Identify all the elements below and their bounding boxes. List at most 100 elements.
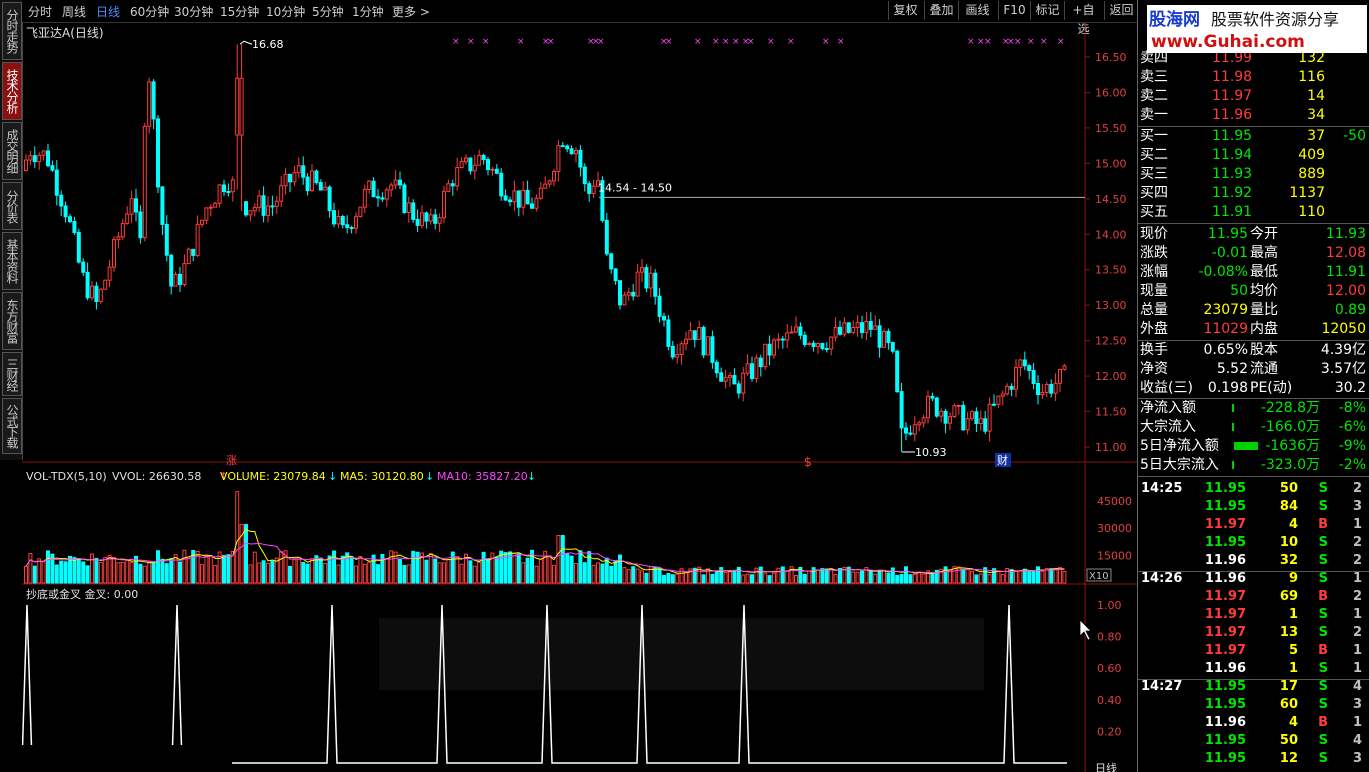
fund-label: 换手 — [1140, 342, 1168, 358]
period-9[interactable]: 更多 > — [392, 5, 430, 19]
bid-price: 11.94 — [1212, 147, 1253, 163]
tab-1[interactable]: 技术分析 — [2, 62, 22, 120]
fund-value: 5.52 — [1216, 361, 1248, 377]
bid-change: -50 — [1343, 128, 1366, 144]
tick-count: 3 — [1352, 751, 1362, 766]
svg-text:×: × — [452, 37, 460, 47]
ask-label: 卖四 — [1140, 50, 1168, 66]
quote-label-2: 量比 — [1250, 302, 1278, 318]
ask-vol: 34 — [1307, 107, 1325, 123]
tick-row: 11.97 69 B 2 — [1138, 588, 1369, 606]
toolbar-btn-5[interactable]: +自选 — [1064, 1, 1102, 36]
svg-text:×: × — [467, 37, 475, 47]
ask-vol: 116 — [1298, 69, 1325, 85]
quote-label-2: 最高 — [1250, 245, 1278, 261]
low-label: 10.93 — [915, 446, 947, 459]
tick-vol: 4 — [1288, 715, 1298, 730]
vol-ma10: MA10: 35827.20 — [437, 470, 528, 483]
stock-chart[interactable]: 飞亚达A(日线) 16.50 16.00 15.50 15.00 14.50 14.00 13… — [22, 22, 1137, 772]
svg-text:×: × — [722, 37, 730, 47]
toolbar-btn-0[interactable]: 复权 — [888, 1, 922, 20]
tick-side: S — [1318, 697, 1328, 712]
tick-row: 14:26 11.96 9 S 1 — [1138, 570, 1369, 588]
tick-vol: 1 — [1288, 607, 1298, 622]
bid-row: 买四 11.92 1137 — [1138, 184, 1369, 203]
tick-vol: 1 — [1288, 661, 1298, 676]
bottom-period-label: 日线 — [1095, 761, 1117, 772]
flow-value: -1636万 — [1265, 438, 1320, 454]
bid-price: 11.93 — [1212, 166, 1253, 182]
left-tab-bar: 分时走势 技术分析 成交明细 分价表 基本资料 东方财富 三财经 公式下载 — [0, 0, 23, 460]
tick-side: S — [1318, 625, 1328, 640]
high-label: 16.68 — [252, 38, 284, 51]
svg-text:×: × — [1002, 37, 1010, 47]
tick-side: S — [1318, 661, 1328, 676]
tab-3[interactable]: 分价表 — [2, 182, 22, 230]
tab-2[interactable]: 成交明细 — [2, 122, 22, 180]
guhai-logo: 股海网 股票软件资源分享 www.Guhai.com — [1147, 5, 1367, 53]
tick-vol: 50 — [1279, 733, 1298, 748]
toolbar-btn-6[interactable]: 返回 — [1104, 1, 1138, 20]
period-7[interactable]: 5分钟 — [312, 5, 344, 19]
tick-vol: 60 — [1279, 697, 1298, 712]
toolbar-btn-2[interactable]: 画线 — [958, 1, 996, 20]
quote-row: 外盘 11029 内盘 12050 — [1138, 320, 1369, 339]
tick-side: S — [1318, 571, 1328, 586]
period-2[interactable]: 日线 — [96, 5, 121, 19]
toolbar-btn-4[interactable]: 标记 — [1030, 1, 1064, 20]
quote-row: 现价 11.95 今开 11.93 — [1138, 225, 1369, 244]
svg-text:×: × — [587, 37, 595, 47]
period-4[interactable]: 30分钟 — [174, 5, 214, 19]
period-1[interactable]: 周线 — [62, 5, 87, 19]
period-3[interactable]: 60分钟 — [130, 5, 170, 19]
svg-text:×: × — [547, 37, 555, 47]
tick-price: 11.95 — [1204, 751, 1246, 766]
period-5[interactable]: 15分钟 — [220, 5, 260, 19]
tick-price: 11.96 — [1204, 553, 1246, 568]
bid-row: 买一 11.95 37 -50 — [1138, 127, 1369, 146]
event-marker-cai[interactable]: 财 — [997, 453, 1008, 467]
event-marker-zhang[interactable]: 涨 — [226, 454, 237, 467]
separator — [1138, 679, 1369, 680]
bid-vol: 889 — [1298, 166, 1325, 182]
tab-7[interactable]: 公式下载 — [2, 398, 22, 454]
fund-value: 0.65% — [1203, 342, 1248, 358]
tick-side: B — [1318, 517, 1328, 532]
tick-row: 11.95 12 S 3 — [1138, 750, 1369, 768]
svg-text:×: × — [822, 37, 830, 47]
toolbar-btn-3[interactable]: F10 — [998, 1, 1030, 20]
price-axis-label: 13.50 — [1095, 264, 1127, 277]
indicator-line — [22, 604, 1067, 764]
flow-bar — [1232, 461, 1234, 469]
tick-price: 11.97 — [1204, 625, 1246, 640]
range-label: 14.54 - 14.50 — [598, 181, 672, 194]
vol-ma5: MA5: 30120.80 — [340, 470, 424, 483]
tab-5[interactable]: 东方财富 — [2, 292, 22, 350]
flow-bar — [1234, 442, 1258, 450]
period-8[interactable]: 1分钟 — [352, 5, 384, 19]
tick-count: 3 — [1352, 697, 1362, 712]
tick-price: 11.96 — [1204, 571, 1246, 586]
flow-label: 5日大宗流入 — [1140, 457, 1219, 473]
flow-value: -166.0万 — [1260, 419, 1320, 435]
period-6[interactable]: 10分钟 — [266, 5, 306, 19]
tick-count: 2 — [1352, 625, 1362, 640]
bid-price: 11.95 — [1212, 128, 1253, 144]
tick-count: 4 — [1352, 679, 1362, 694]
price-axis-label: 15.50 — [1095, 122, 1127, 135]
quote-value: -0.08% — [1198, 264, 1248, 280]
tab-0[interactable]: 分时走势 — [2, 2, 22, 60]
toolbar-btn-1[interactable]: 叠加 — [924, 1, 958, 20]
ask-row: 卖三 11.98 116 — [1138, 68, 1369, 87]
period-0[interactable]: 分时 — [28, 5, 53, 19]
ask-label: 卖三 — [1140, 69, 1168, 85]
tick-side: B — [1318, 589, 1328, 604]
tick-count: 1 — [1352, 607, 1362, 622]
tab-6[interactable]: 三财经 — [2, 352, 22, 396]
separator — [1138, 398, 1369, 399]
svg-text:×: × — [977, 37, 985, 47]
tick-price: 11.97 — [1204, 607, 1246, 622]
price-axis-label: 16.50 — [1095, 51, 1127, 64]
event-marker-dollar[interactable]: $ — [804, 455, 812, 469]
tab-4[interactable]: 基本资料 — [2, 232, 22, 290]
